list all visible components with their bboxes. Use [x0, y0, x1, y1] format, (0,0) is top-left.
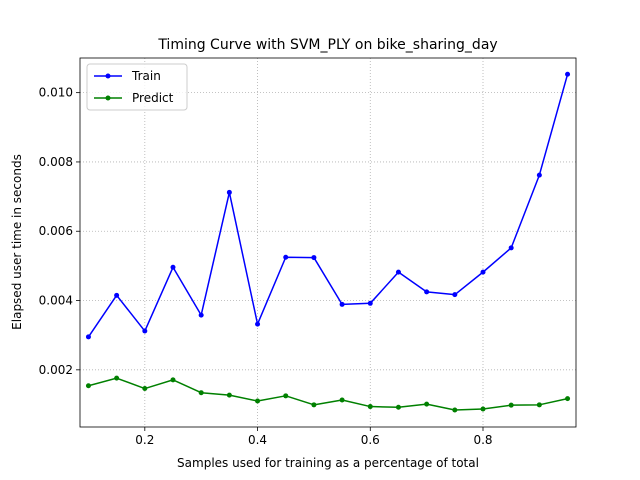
y-axis-label: Elapsed user time in seconds	[10, 154, 24, 330]
train-data-point	[311, 255, 317, 261]
predict-data-point	[480, 406, 486, 412]
predict-data-point	[198, 390, 204, 396]
train-data-point	[424, 289, 430, 295]
x-tick-label: 0.4	[248, 433, 267, 447]
predict-data-point	[452, 407, 458, 413]
train-data-point	[339, 301, 345, 307]
y-tick-label: 0.010	[39, 86, 73, 100]
y-tick-label: 0.006	[39, 224, 73, 238]
train-data-point	[452, 292, 458, 298]
series-layer	[85, 71, 571, 413]
train-data-point	[114, 292, 120, 298]
legend: Train Predict	[86, 63, 188, 111]
legend-train-label: Train	[131, 69, 161, 83]
x-tick-label: 0.2	[135, 433, 154, 447]
predict-data-point	[226, 392, 232, 398]
train-data-point	[480, 269, 486, 275]
predict-data-point	[424, 401, 430, 407]
legend-train-marker	[105, 73, 111, 79]
y-tick-label: 0.008	[39, 155, 73, 169]
y-tick-label: 0.002	[39, 363, 73, 377]
predict-data-point	[85, 383, 91, 389]
predict-data-point	[565, 396, 571, 402]
train-data-point	[508, 245, 514, 251]
predict-data-point	[170, 377, 176, 383]
y-axis-ticks: 0.002 0.004 0.006 0.008 0.010	[39, 86, 80, 377]
train-data-point	[395, 269, 401, 275]
predict-data-point	[114, 375, 120, 381]
train-data-point	[536, 172, 542, 178]
train-data-point	[565, 71, 571, 77]
predict-data-point	[255, 398, 261, 404]
x-axis-label: Samples used for training as a percentag…	[177, 456, 479, 470]
train-data-point	[198, 312, 204, 318]
train-data-point	[255, 321, 261, 327]
x-axis-ticks: 0.2 0.4 0.6 0.8	[135, 427, 493, 447]
predict-data-point	[395, 404, 401, 410]
x-tick-label: 0.8	[473, 433, 492, 447]
chart-title: Timing Curve with SVM_PLY on bike_sharin…	[157, 37, 497, 53]
predict-data-point	[283, 393, 289, 399]
plot-frame	[79, 57, 577, 428]
predict-data-point	[508, 402, 514, 408]
train-data-point	[170, 264, 176, 270]
train-data-point	[367, 300, 373, 306]
train-data-point	[283, 254, 289, 260]
predict-data-point	[311, 402, 317, 408]
legend-predict-label: Predict	[132, 91, 174, 105]
predict-data-point	[142, 386, 148, 392]
train-data-point	[142, 328, 148, 334]
train-data-point	[85, 334, 91, 340]
x-tick-label: 0.6	[361, 433, 380, 447]
predict-series-line	[88, 377, 568, 411]
y-tick-label: 0.004	[39, 294, 73, 308]
legend-predict-marker	[105, 95, 111, 101]
predict-data-point	[339, 397, 345, 403]
train-series-line	[87, 74, 569, 338]
predict-data-point	[536, 402, 542, 408]
predict-data-point	[367, 404, 373, 410]
train-data-point	[226, 189, 232, 195]
